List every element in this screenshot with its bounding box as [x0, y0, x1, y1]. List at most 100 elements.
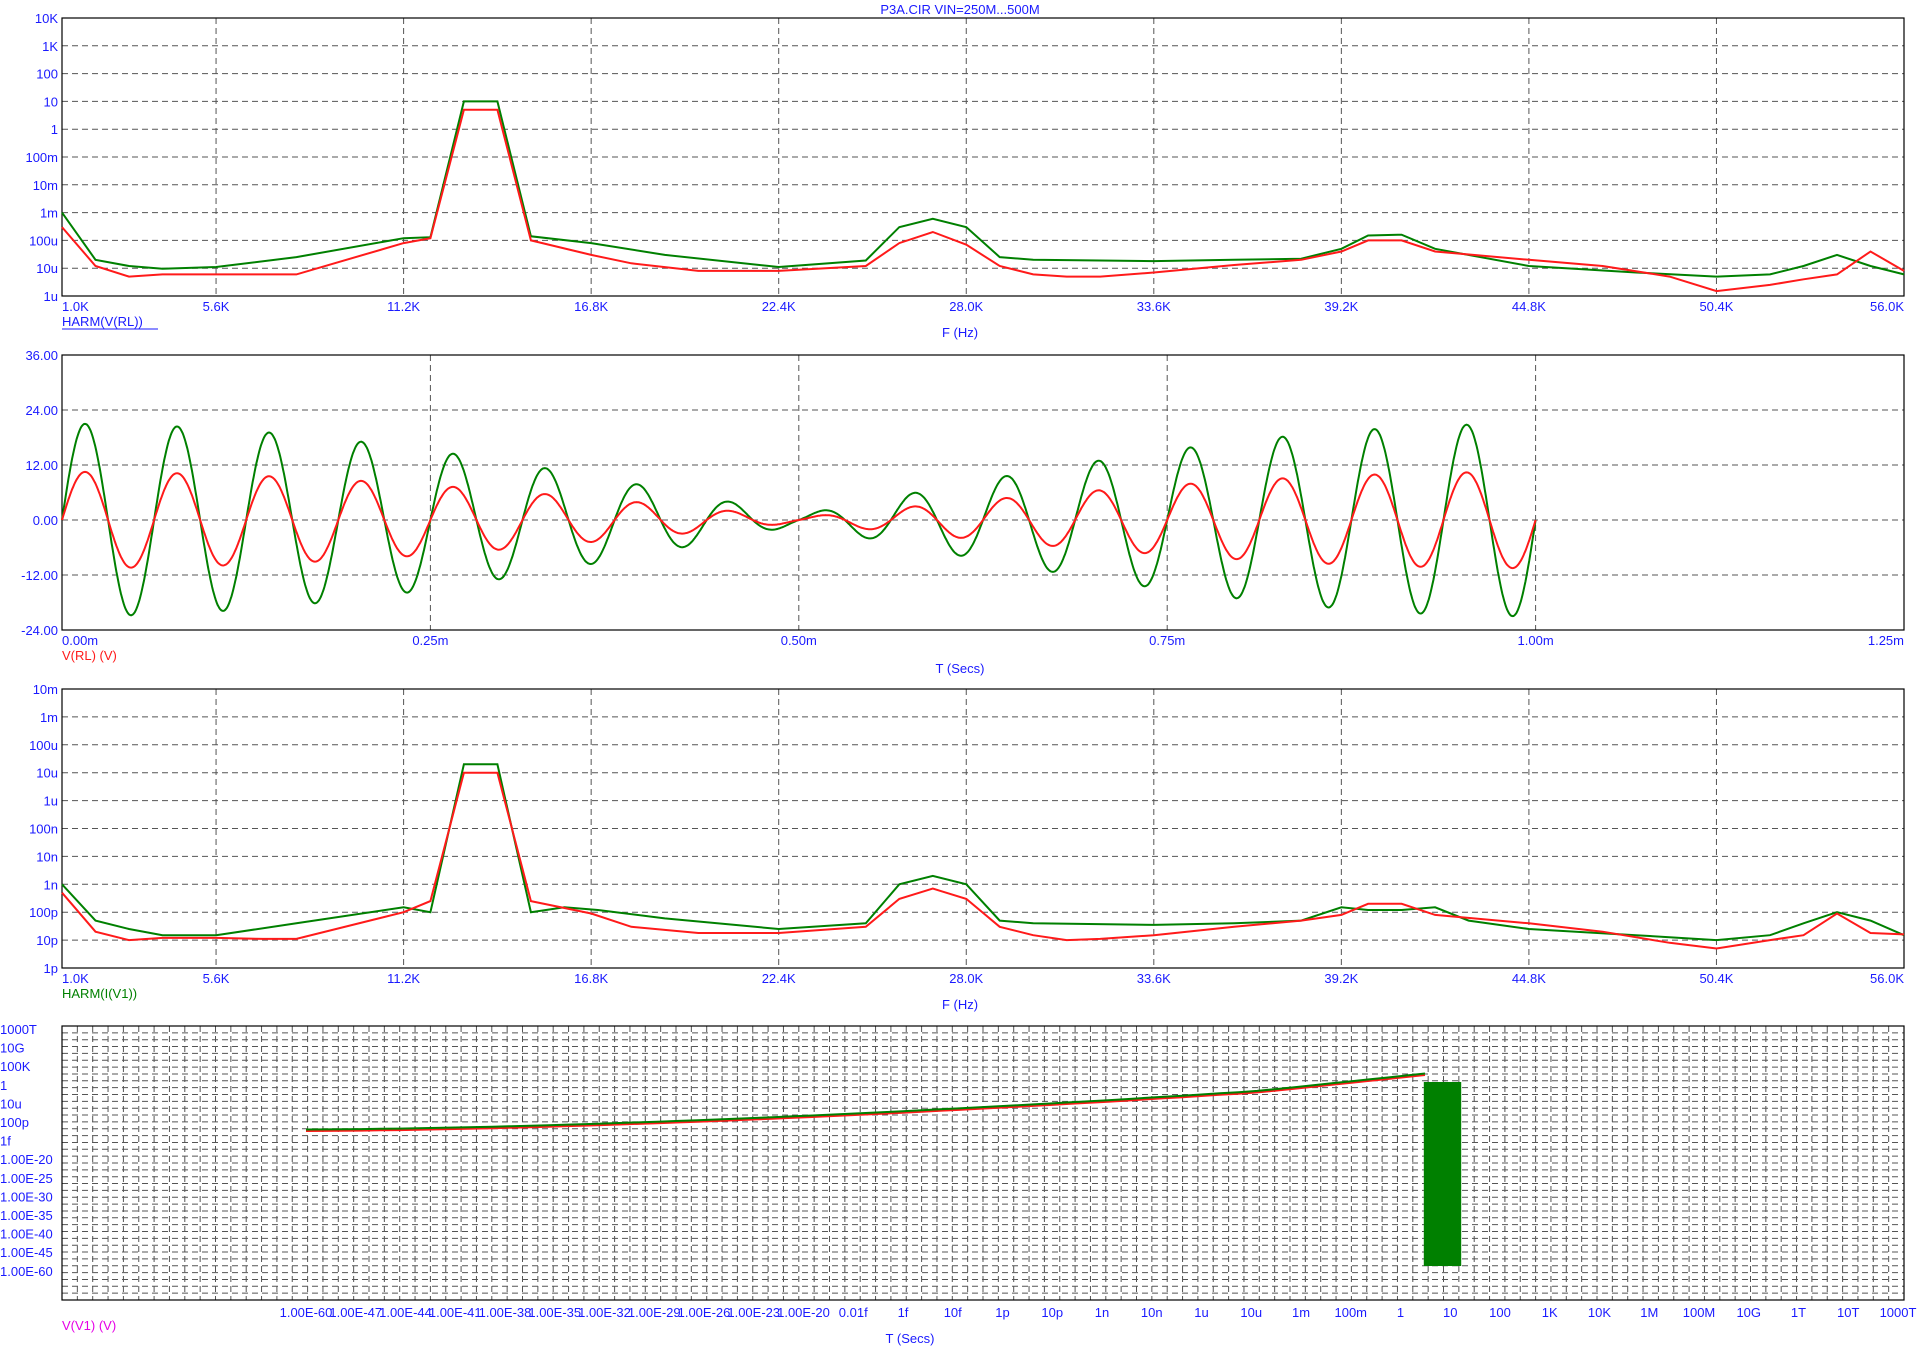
plot-frame: [61, 688, 1905, 969]
y-tick-label: 10u: [36, 766, 58, 781]
x-tick-label: 10K: [1588, 1305, 1611, 1320]
y-tick-label: -12.00: [21, 568, 58, 583]
x-tick-label: 1u: [1194, 1305, 1208, 1320]
chart-panel-4: 1000T 10G 100K 1 10u 100p 1f 1.00E-20 1.00E-25 1.…: [0, 1022, 1916, 1346]
x-tick-label: 50.4K: [1699, 299, 1733, 314]
x-tick-label: 33.6K: [1137, 299, 1171, 314]
x-tick-label: 1.0K: [62, 299, 89, 314]
y-tick-label: 1.00E-20: [0, 1152, 53, 1167]
y-tick-label: 1p: [44, 961, 58, 976]
x-tick-label: 33.6K: [1137, 971, 1171, 986]
x-tick-label: 1.0K: [62, 971, 89, 986]
series-line-red: [61, 470, 1537, 570]
x-tick-label: 39.2K: [1324, 299, 1358, 314]
x-tick-label: 1.00E-32: [578, 1305, 631, 1320]
y-tick-label: 1.00E-25: [0, 1171, 53, 1186]
x-tick-label: 56.0K: [1870, 971, 1904, 986]
y-tick-label: 1.00E-35: [0, 1208, 53, 1223]
y-tick-label: 100m: [25, 150, 58, 165]
y-tick-label: 1.00E-30: [0, 1189, 53, 1204]
x-tick-label: 10f: [944, 1305, 962, 1320]
y-tick-label: 36.00: [25, 348, 58, 363]
x-axis-title: T (Secs): [886, 1331, 935, 1346]
x-tick-label: 1p: [995, 1305, 1009, 1320]
x-tick-label: 1: [1397, 1305, 1404, 1320]
y-tick-label: 24.00: [25, 403, 58, 418]
y-tick-label: 10G: [0, 1041, 25, 1056]
plot-frame: [61, 1025, 1905, 1301]
y-tick-label: 1.00E-45: [0, 1245, 53, 1260]
x-tick-label: 0.50m: [781, 633, 817, 648]
x-tick-label: 1000T: [1880, 1305, 1917, 1320]
x-tick-label: 1M: [1640, 1305, 1658, 1320]
y-tick-label: 1.00E-60: [0, 1264, 53, 1279]
y-tick-label: 100K: [0, 1059, 31, 1074]
plot-frame: [61, 354, 1905, 631]
y-tick-label: 10p: [36, 933, 58, 948]
y-tick-label: 1f: [0, 1134, 11, 1149]
x-tick-label: 1f: [898, 1305, 909, 1320]
series-line-red: [61, 771, 1905, 950]
x-tick-label: 22.4K: [762, 971, 796, 986]
trace-label: V(RL) (V): [62, 648, 117, 663]
y-tick-label: 1.00E-40: [0, 1227, 53, 1242]
y-tick-label: 1u: [44, 794, 58, 809]
x-axis-title: F (Hz): [942, 997, 978, 1012]
x-tick-label: 11.2K: [387, 299, 420, 314]
y-tick-label: 1: [0, 1078, 7, 1093]
x-tick-label: 28.0K: [949, 299, 983, 314]
x-tick-label: 1.00E-35: [528, 1305, 581, 1320]
x-tick-label: 1.25m: [1868, 633, 1904, 648]
x-tick-label: 1K: [1542, 1305, 1558, 1320]
series-line-green: [61, 763, 1905, 942]
y-tick-label: 1K: [42, 39, 58, 54]
x-tick-label: 16.8K: [574, 299, 608, 314]
x-tick-label: 11.2K: [387, 971, 420, 986]
x-tick-label: 1.00E-29: [628, 1305, 681, 1320]
x-axis-title: F (Hz): [942, 325, 978, 340]
chart-panel-1: 10K 1K 100 10 1 100m 10m 1m 100u 10u 1u 1.0K 5.6K 11.…: [25, 11, 1905, 340]
x-tick-label: 1m: [1292, 1305, 1310, 1320]
x-tick-label: 10u: [1240, 1305, 1262, 1320]
x-axis-title: T (Secs): [936, 661, 985, 676]
x-tick-label: 10G: [1736, 1305, 1761, 1320]
y-tick-label: 10m: [33, 682, 58, 697]
x-tick-label: 10n: [1141, 1305, 1163, 1320]
x-tick-label: 28.0K: [949, 971, 983, 986]
x-tick-label: 1.00E-38: [479, 1305, 532, 1320]
x-tick-label: 100m: [1334, 1305, 1367, 1320]
x-tick-label: 100: [1489, 1305, 1511, 1320]
y-tick-label: 1m: [40, 206, 58, 221]
x-tick-label: 0.00m: [62, 633, 98, 648]
series-line-green: [305, 1072, 1426, 1131]
y-tick-label: 1u: [44, 289, 58, 304]
y-tick-label: 100p: [0, 1115, 29, 1130]
x-tick-label: 10T: [1837, 1305, 1859, 1320]
x-tick-label: 1.00E-60: [280, 1305, 333, 1320]
x-tick-label: 100M: [1683, 1305, 1716, 1320]
plot-frame: [61, 17, 1905, 297]
y-tick-label: 100u: [29, 233, 58, 248]
x-tick-label: 0.75m: [1149, 633, 1185, 648]
y-tick-label: 10m: [33, 178, 58, 193]
x-tick-label: 1n: [1095, 1305, 1109, 1320]
x-tick-label: 1.00E-47: [329, 1305, 382, 1320]
x-tick-label: 5.6K: [203, 299, 230, 314]
y-tick-label: 100: [36, 67, 58, 82]
chart-panel-2: 36.00 24.00 12.00 0.00 -12.00 -24.00 0.00m 0.25…: [21, 348, 1905, 676]
x-tick-label: 1.00E-44: [379, 1305, 432, 1320]
x-tick-label: 22.4K: [762, 299, 796, 314]
y-tick-label: 100p: [29, 905, 58, 920]
series-line-red: [305, 1074, 1426, 1132]
x-tick-label: 39.2K: [1324, 971, 1358, 986]
x-tick-label: 1.00m: [1518, 633, 1554, 648]
y-tick-label: 10K: [35, 11, 58, 26]
x-tick-label: 1.00E-26: [678, 1305, 731, 1320]
x-tick-label: 44.8K: [1512, 971, 1546, 986]
y-tick-label: 1000T: [0, 1022, 37, 1037]
chart-panel-3: 10m 1m 100u 10u 1u 100n 10n 1n 100p 10p 1p 1.0K 5.6K…: [29, 682, 1905, 1012]
x-tick-label: 16.8K: [574, 971, 608, 986]
x-tick-label: 10p: [1041, 1305, 1063, 1320]
